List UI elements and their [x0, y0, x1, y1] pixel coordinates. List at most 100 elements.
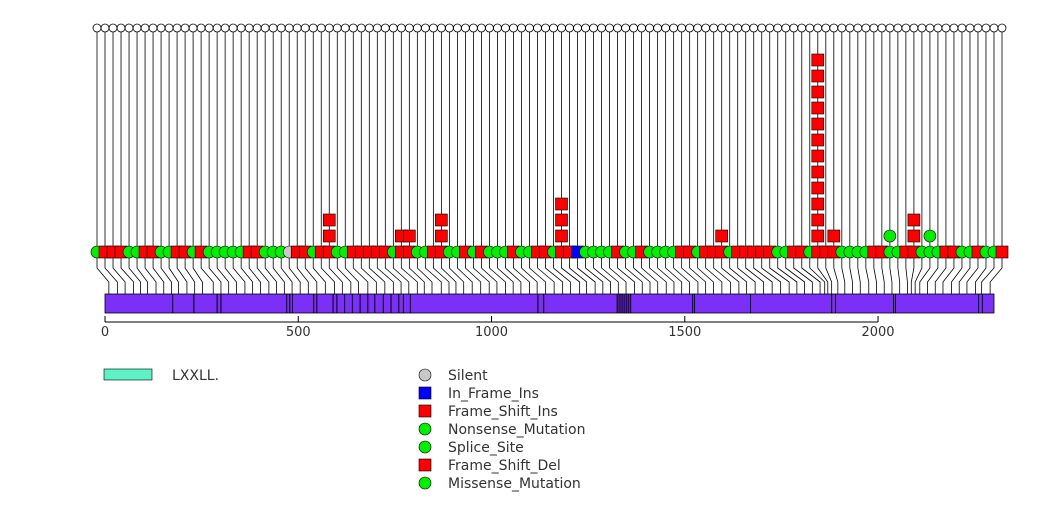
top-label-circle [933, 23, 943, 33]
position-connector [753, 252, 773, 294]
mutation-marker-frame-shift-del [435, 213, 448, 227]
position-connector [465, 252, 482, 294]
top-label-circle [949, 23, 959, 33]
position-connector [384, 252, 402, 294]
top-label-circle [493, 23, 502, 33]
top-label-circle [965, 23, 975, 33]
position-connector [192, 252, 203, 294]
mutation-marker-frame-shift-del [322, 229, 336, 243]
top-label-circle [861, 23, 871, 33]
top-label-circle [781, 23, 791, 33]
mutation-marker-frame-shift-del [811, 117, 825, 131]
top-label-circle [613, 23, 622, 33]
legend-label-nonsense-mutation: Nonsense_Mutation [448, 422, 585, 438]
top-label-circle [773, 23, 783, 33]
position-connector [344, 252, 359, 294]
top-label-circle [469, 23, 478, 33]
top-label-circle [901, 23, 911, 33]
position-connector [649, 252, 667, 294]
top-label-circle [188, 23, 198, 33]
top-label-circle [204, 23, 214, 33]
position-connector [408, 252, 425, 294]
protein-bar [104, 293, 995, 314]
legend-label-frame-shift-del: Frame_Shift_Del [448, 458, 561, 474]
position-connector [966, 252, 979, 294]
top-label-circle [637, 23, 647, 33]
position-connector [529, 252, 547, 294]
top-label-circle [605, 23, 614, 33]
top-label-circle [300, 23, 310, 33]
position-connector [801, 252, 821, 294]
top-label-circle [877, 23, 887, 33]
position-connector [160, 252, 172, 294]
position-connector [761, 252, 782, 294]
top-label-circle [292, 23, 302, 33]
top-label-circle [501, 23, 510, 33]
top-label-stems [92, 23, 1007, 252]
mutation-marker-frame-shift-del [435, 229, 448, 243]
position-connector [825, 252, 833, 294]
top-label-circle [485, 23, 494, 33]
position-connector [376, 252, 394, 294]
position-connector [665, 252, 683, 294]
top-label-circle [252, 23, 262, 33]
mutation-marker-frame-shift-del [811, 181, 825, 195]
mutation-marker-frame-shift-del [995, 245, 1009, 259]
mutation-marker-frame-shift-del [555, 197, 568, 211]
top-label-circle [669, 23, 679, 33]
mutation-marker-frame-shift-del [811, 197, 825, 211]
top-label-circle [332, 23, 342, 33]
mutation-marker-frame-shift-del [811, 165, 825, 179]
position-connector [857, 252, 861, 294]
axis-tick-label: 500 [286, 325, 311, 340]
position-connector [368, 252, 386, 294]
position-connector [905, 252, 908, 294]
position-connector [481, 252, 498, 294]
position-connector [910, 252, 915, 294]
position-connector [585, 252, 604, 294]
top-label-circle [797, 23, 807, 33]
position-connector [914, 252, 923, 294]
top-label-circle [837, 23, 847, 33]
position-connector [136, 252, 148, 294]
position-connector [497, 252, 514, 294]
legend-label-frame-shift-ins: Frame_Shift_Ins [448, 404, 558, 420]
top-label-circle [420, 23, 430, 33]
top-label-circle [324, 23, 334, 33]
top-label-circle [917, 23, 927, 33]
top-label-circle [893, 23, 903, 33]
legend-label-in-frame-ins: In_Frame_Ins [448, 386, 539, 402]
top-label-circle [661, 23, 671, 33]
top-label-circle [404, 23, 414, 33]
legend-marker-nonsense-mutation [418, 422, 432, 436]
top-label-circle [853, 23, 863, 33]
top-label-circle [765, 23, 775, 33]
top-label-circle [885, 23, 895, 33]
position-connector [521, 252, 538, 294]
mutation-marker-missense-mutation [923, 229, 937, 243]
top-label-circle [284, 23, 294, 33]
top-label-circle [629, 23, 638, 33]
domain-legend-label: LXXLL. [172, 368, 219, 384]
position-connector [216, 252, 230, 294]
top-label-circle [509, 23, 518, 33]
position-connector [785, 252, 806, 294]
axis-tick-label: 0 [101, 325, 109, 340]
top-label-circle [276, 23, 286, 33]
top-label-circle [412, 23, 422, 33]
position-connector [296, 252, 309, 294]
top-label-circle [789, 23, 799, 33]
domain-legend-swatch [103, 368, 153, 381]
top-label-circle [268, 23, 278, 33]
position-connector [224, 252, 237, 294]
top-label-circle [997, 23, 1007, 33]
position-connector [312, 252, 326, 294]
top-label-circle [477, 23, 486, 33]
position-connector [721, 252, 740, 294]
legend-label-splice-site: Splice_Site [448, 440, 524, 456]
top-label-circle [573, 23, 582, 33]
top-label-circle [821, 23, 831, 33]
top-label-circle [140, 23, 150, 33]
position-connector [448, 252, 465, 294]
